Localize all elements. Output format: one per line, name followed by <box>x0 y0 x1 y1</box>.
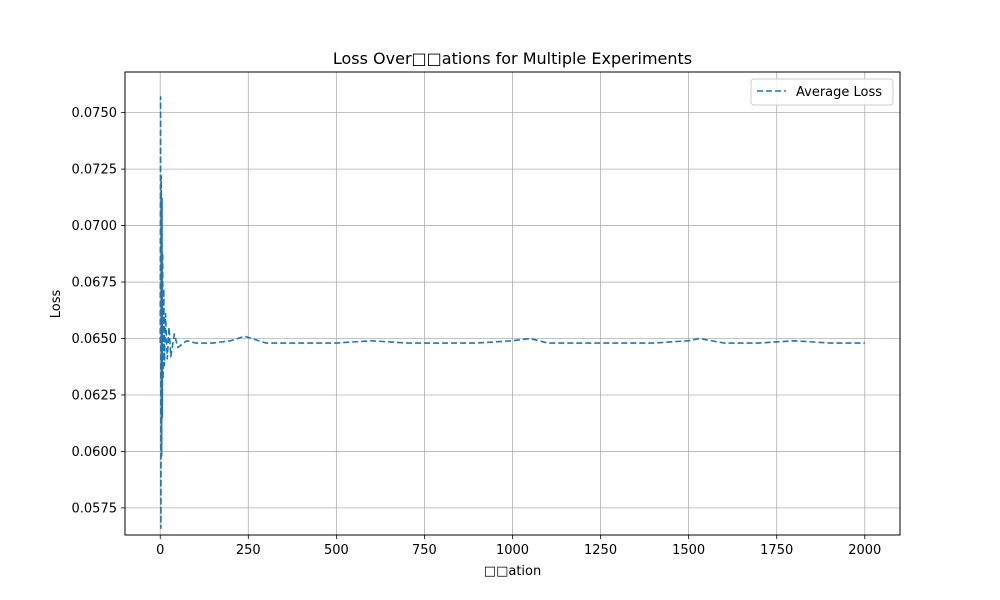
y-tick-label: 0.0625 <box>72 388 118 403</box>
y-tick-label: 0.0600 <box>72 445 118 460</box>
x-tick-label: 2000 <box>848 543 881 558</box>
x-tick-label: 1000 <box>496 543 529 558</box>
y-tick-label: 0.0650 <box>72 332 118 347</box>
y-tick-label: 0.0675 <box>72 276 118 291</box>
legend-label-average-loss: Average Loss <box>796 85 882 100</box>
y-tick-label: 0.0700 <box>72 219 118 234</box>
x-tick-label: 1750 <box>760 543 793 558</box>
legend-box <box>750 78 894 106</box>
chart-title: Loss Over□□ations for Multiple Experimen… <box>333 49 692 68</box>
x-tick-label: 500 <box>324 543 349 558</box>
x-axis-label: □□ation <box>484 564 541 579</box>
x-tick-label: 750 <box>412 543 437 558</box>
grid-lines <box>125 72 900 535</box>
y-tick-label: 0.0750 <box>72 106 118 121</box>
x-tick-label: 1500 <box>672 543 705 558</box>
y-axis-label: Loss <box>49 290 64 319</box>
y-axis-ticks: 0.0575 0.0600 0.0625 0.0650 0.0675 0.0700 0.07… <box>72 106 125 516</box>
series-line-average-loss <box>159 96 865 530</box>
x-tick-label: 0 <box>156 543 164 558</box>
y-tick-label: 0.0725 <box>72 163 118 178</box>
x-axis-ticks: 0 250 500 750 1000 1250 1500 1750 2000 <box>156 535 881 558</box>
x-tick-label: 1250 <box>584 543 617 558</box>
series-lines <box>159 96 865 530</box>
y-tick-label: 0.0575 <box>72 501 118 516</box>
legend: Average Loss <box>750 78 894 106</box>
x-tick-label: 250 <box>236 543 261 558</box>
